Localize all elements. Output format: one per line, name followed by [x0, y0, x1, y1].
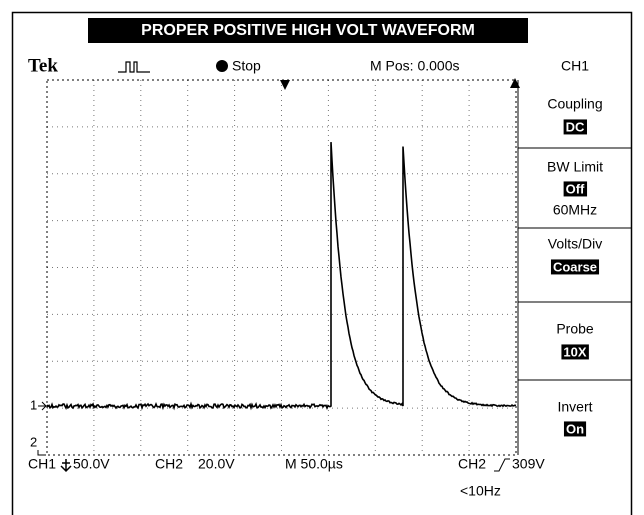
- graticule: [47, 80, 516, 455]
- ch2-marker: 2: [30, 434, 37, 449]
- menu-value-box: [561, 344, 589, 360]
- menu-label: Volts/Div: [548, 236, 602, 252]
- menu-value: 10X: [563, 344, 586, 359]
- menu-value: Off: [566, 181, 585, 196]
- menu-value: DC: [566, 119, 585, 134]
- ch1-label: CH1: [28, 456, 56, 472]
- menu-value-box: [563, 421, 587, 437]
- title: PROPER POSITIVE HIGH VOLT WAVEFORM: [141, 22, 475, 39]
- ch2-marker-arrow: [37, 450, 46, 456]
- ch1-scale: 50.0V: [73, 456, 110, 472]
- waveform: [46, 142, 517, 411]
- timebase: M 50.0µs: [285, 456, 343, 472]
- menu-value-box: [563, 119, 587, 135]
- position: M Pos: 0.000s: [370, 58, 460, 74]
- ch1-marker: 1: [30, 397, 37, 412]
- side-menu: Coupling DC BW Limit Off 60MHz Volts/Div Coars…: [517, 80, 632, 455]
- acquire-icon: [118, 61, 150, 73]
- stop-dot: [216, 60, 228, 72]
- menu-value: On: [566, 421, 584, 436]
- ch2-scale: 20.0V: [198, 456, 235, 472]
- trigger-position-marker: [280, 80, 290, 90]
- frequency: <10Hz: [460, 483, 501, 499]
- ch2-label: CH2: [155, 456, 183, 472]
- menu-label: BW Limit: [547, 159, 603, 175]
- menu-extra: 60MHz: [553, 202, 597, 218]
- menu-value-box: [550, 259, 600, 275]
- ch1-marker-arrow: [38, 401, 47, 411]
- trigger-level: 309V: [512, 456, 545, 472]
- menu-label: Coupling: [547, 96, 602, 112]
- menu-label: Invert: [557, 399, 592, 415]
- graticule-border: [46, 79, 517, 456]
- frame: [11, 11, 633, 515]
- edge-icon: [494, 458, 510, 472]
- title-bar: [88, 18, 528, 43]
- channel: CH1: [561, 58, 589, 74]
- run-state: Stop: [232, 58, 261, 74]
- probe-icon: [60, 459, 72, 473]
- menu-value: Coarse: [553, 259, 597, 274]
- trigger-source: CH2: [458, 456, 486, 472]
- brand: Tek: [28, 55, 58, 76]
- menu-value-box: [563, 181, 588, 197]
- menu-label: Probe: [556, 321, 594, 337]
